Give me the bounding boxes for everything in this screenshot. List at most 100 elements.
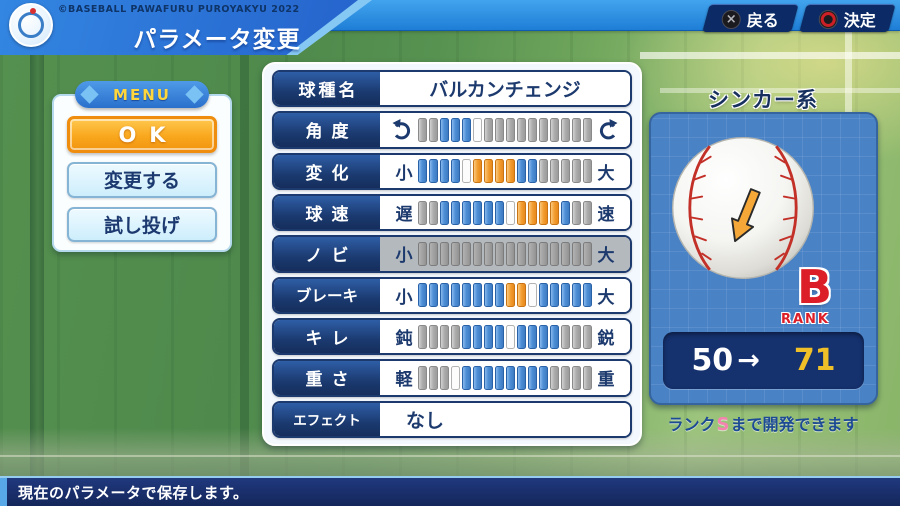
gauge-segment: [561, 159, 570, 184]
gauge-segment: [484, 365, 493, 390]
gauge-endpoint-label: 軽: [395, 370, 413, 391]
param-gauge-field: 小大: [380, 237, 630, 271]
gauge-segment: [572, 324, 581, 349]
gauge-segment: [418, 159, 427, 184]
gauge-segment: [495, 241, 504, 266]
param-row-sharpness[interactable]: キレ鈍鋭: [272, 317, 632, 356]
gauge-segment: [539, 324, 548, 349]
param-row-pitch-name[interactable]: 球種名 バルカンチェンジ: [272, 70, 632, 108]
gauge-segment: [495, 200, 504, 225]
gauge-segment: [484, 283, 493, 308]
param-row-weight[interactable]: 重さ軽重: [272, 359, 632, 397]
rank-development-note: ランクSまで開発できます: [644, 411, 882, 435]
gauge-segment: [583, 241, 592, 266]
gauge-segment: [561, 241, 570, 266]
gauge-segment: [484, 324, 493, 349]
gauge-segment: [495, 159, 504, 184]
gauge-endpoint-label: 鋭: [597, 329, 615, 350]
gauge-segment: [418, 200, 427, 225]
top-nav-buttons: × 戻る 決定: [702, 4, 896, 32]
pitch-preview-panel: B RANK 50 → 71: [649, 112, 878, 405]
gauge-segment: [462, 159, 471, 184]
gauge-segment: [451, 159, 460, 184]
gauge-segment: [429, 200, 438, 225]
pitch-category-label: シンカー系: [708, 88, 818, 112]
gauge-endpoint-label: 小: [395, 163, 413, 184]
parameter-panel: 球種名 バルカンチェンジ 角度 変化小大球速遅速ノビ小大ブレーキ小大キレ鈍鋭重さ軽重エ…: [262, 62, 642, 446]
gauge-segment: [462, 365, 471, 390]
gauge-segment: [473, 241, 482, 266]
gauge-segment: [572, 365, 581, 390]
gauge-segment: [506, 324, 515, 349]
menu-item-change[interactable]: 変更する: [67, 162, 217, 198]
gauge-segment: [550, 365, 559, 390]
rotate-cw-icon: [597, 118, 620, 141]
note-rank-letter: S: [716, 414, 730, 435]
gauge-segment: [539, 200, 548, 225]
gauge-segment: [583, 200, 592, 225]
brand-logo-ring: [18, 12, 44, 38]
param-label: 球種名: [274, 72, 380, 106]
gauge-segments: [418, 365, 592, 390]
rank-score-box: 50 → 71: [663, 332, 864, 389]
footer-accent: [0, 478, 7, 506]
background-window-post: [845, 30, 852, 120]
gauge-segment: [528, 283, 537, 308]
gauge-segment: [583, 117, 592, 142]
menu-header: MENU: [75, 81, 209, 108]
gauge-segment: [517, 324, 526, 349]
gauge-endpoint-label: 大: [597, 246, 615, 267]
param-value-field: バルカンチェンジ: [380, 72, 630, 106]
gauge-segment: [440, 200, 449, 225]
gauge-segment: [539, 241, 548, 266]
param-row-effect[interactable]: エフェクト なし: [272, 400, 632, 438]
menu-panel: MENU OK 変更する試し投げ: [52, 81, 232, 252]
gauge-segment: [583, 365, 592, 390]
param-row-movement[interactable]: 変化小大: [272, 152, 632, 190]
menu-item-test-pitch[interactable]: 試し投げ: [67, 206, 217, 242]
gauge-segment: [506, 159, 515, 184]
gauge-segments: [418, 324, 592, 349]
param-label: 変化: [274, 154, 380, 188]
gauge-segment: [451, 324, 460, 349]
gauge-segment: [462, 324, 471, 349]
gauge-segment: [550, 200, 559, 225]
param-label: 角度: [274, 113, 380, 147]
param-value-field: なし: [380, 402, 630, 436]
gauge-endpoint-label: 重: [597, 370, 615, 391]
gauge-segment: [451, 283, 460, 308]
gauge-segment: [572, 117, 581, 142]
gauge-segment: [528, 200, 537, 225]
footer-message: 現在のパラメータで保存します。: [18, 483, 249, 502]
gauge-segment: [440, 159, 449, 184]
gauge-segment: [561, 324, 570, 349]
param-label: ブレーキ: [274, 278, 380, 312]
confirm-button[interactable]: 決定: [799, 4, 896, 32]
back-button[interactable]: × 戻る: [702, 4, 799, 32]
param-row-brake[interactable]: ブレーキ小大: [272, 276, 632, 314]
gauge-segment: [473, 200, 482, 225]
gauge-segment: [550, 117, 559, 142]
gauge-segment: [462, 200, 471, 225]
gauge-segment: [418, 283, 427, 308]
gauge-segment: [418, 117, 427, 142]
gauge-segment: [572, 159, 581, 184]
gauge-segment: [429, 241, 438, 266]
gauge-segment: [572, 283, 581, 308]
gauge-segment: [572, 200, 581, 225]
background-window-frame: [640, 52, 900, 59]
param-row-velocity[interactable]: 球速遅速: [272, 193, 632, 232]
gauge-segment: [495, 324, 504, 349]
gauge-segment: [539, 283, 548, 308]
gauge-segment: [429, 159, 438, 184]
param-row-angle[interactable]: 角度: [272, 111, 632, 149]
gauge-segment: [462, 117, 471, 142]
background-window-frame-2: [660, 88, 900, 93]
score-before: 50: [691, 343, 734, 378]
gauge-segment: [440, 324, 449, 349]
gauge-segment: [440, 283, 449, 308]
param-gauge-field: 小大: [380, 278, 630, 312]
menu-item-ok[interactable]: OK: [67, 116, 217, 154]
gauge-segments: [418, 117, 592, 142]
param-row-rise[interactable]: ノビ小大: [272, 235, 632, 273]
